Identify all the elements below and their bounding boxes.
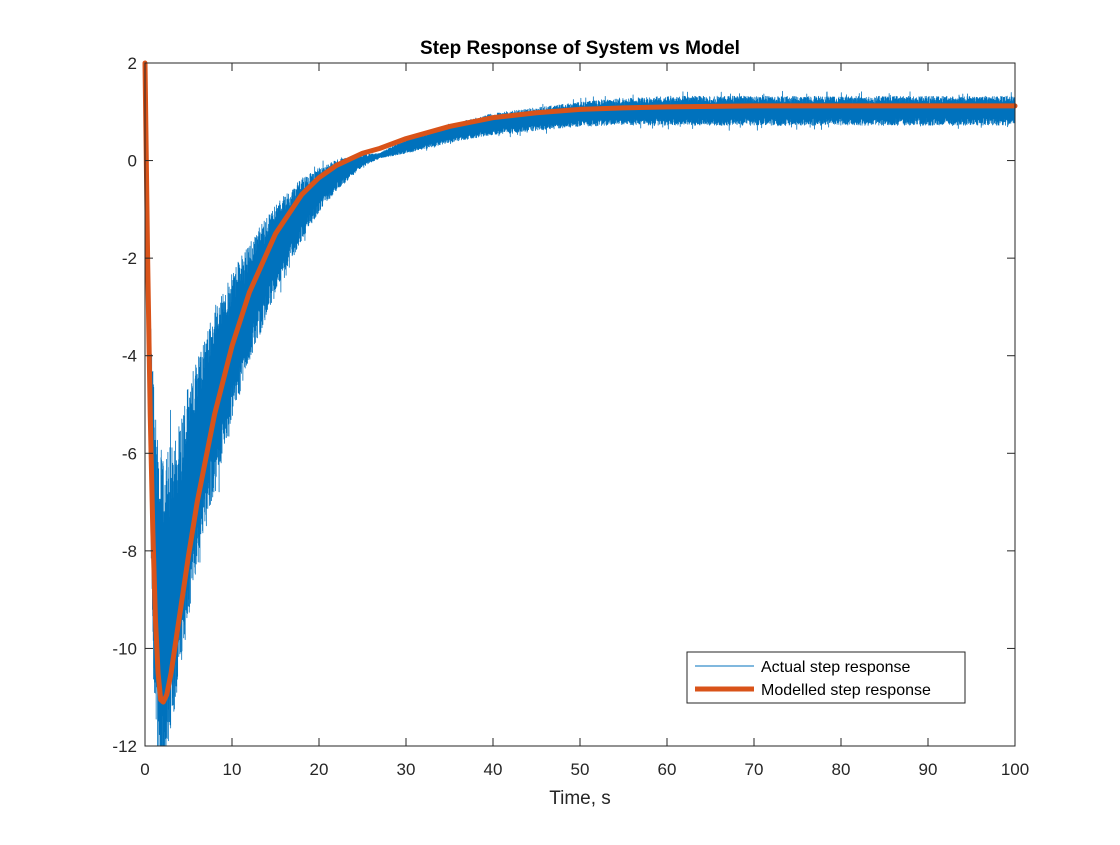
x-tick-label: 70 (745, 760, 764, 779)
y-tick-label: -8 (122, 542, 137, 561)
x-axis: 0 10 20 30 40 50 60 70 80 90 100 (140, 63, 1029, 779)
y-tick-label: 2 (128, 54, 137, 73)
x-tick-label: 20 (310, 760, 329, 779)
x-tick-label: 60 (658, 760, 677, 779)
y-axis: -12 -10 -8 -6 -4 -2 0 2 (112, 54, 1015, 756)
y-tick-label: -2 (122, 249, 137, 268)
legend: Actual step response Modelled step respo… (686, 651, 966, 704)
x-tick-label: 90 (919, 760, 938, 779)
y-tick-label: -4 (122, 347, 137, 366)
x-axis-title: Time, s (549, 788, 611, 809)
plot-area (145, 63, 1015, 746)
series-model-line (142, 60, 1018, 705)
x-tick-label: 80 (832, 760, 851, 779)
data-layer (142, 60, 1018, 747)
y-tick-label: -6 (122, 444, 137, 463)
y-tick-label: 0 (128, 152, 137, 171)
x-tick-label: 100 (1001, 760, 1029, 779)
legend-box (686, 651, 966, 704)
x-tick-label: 40 (484, 760, 503, 779)
x-tick-label: 30 (397, 760, 416, 779)
x-tick-label: 50 (571, 760, 590, 779)
y-tick-label: -10 (112, 639, 137, 658)
y-tick-label: -12 (112, 737, 137, 756)
x-tick-label: 0 (140, 760, 149, 779)
x-tick-label: 10 (223, 760, 242, 779)
legend-label-model: Modelled step response (761, 682, 931, 699)
legend-label-actual: Actual step response (761, 659, 911, 676)
chart-title: Step Response of System vs Model (420, 38, 740, 59)
